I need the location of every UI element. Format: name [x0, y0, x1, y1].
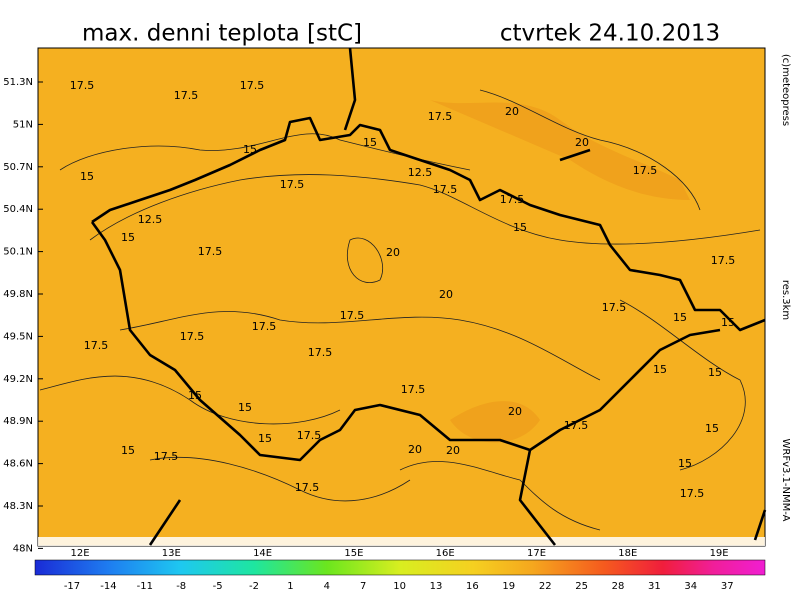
- lat-label: 48.6N: [3, 459, 33, 470]
- contour-label: 17.5: [633, 164, 658, 177]
- lat-label: 49.5N: [3, 331, 33, 342]
- lat-label: 48N: [13, 543, 33, 554]
- map-edge: [38, 537, 765, 546]
- colorbar-label: 37: [721, 581, 734, 592]
- lat-label: 51.3N: [3, 77, 33, 88]
- resolution: res.3km: [780, 280, 791, 320]
- contour-label: 17.5: [70, 79, 95, 92]
- contour-label: 15: [188, 389, 202, 402]
- colorbar-label: 13: [430, 581, 443, 592]
- colorbar-label: 19: [502, 581, 515, 592]
- copyright: (c)meteopress: [780, 54, 791, 126]
- contours: [39, 89, 761, 531]
- contour-label: 15: [653, 363, 667, 376]
- contour-label: 17.5: [711, 254, 736, 267]
- contour-label: 17.5: [308, 346, 333, 359]
- lat-label: 51N: [13, 119, 33, 130]
- contour-label: 17.5: [428, 110, 453, 123]
- map-date: ctvrtek 24.10.2013: [500, 21, 720, 47]
- colorbar-label: -2: [249, 581, 259, 592]
- contour-label: 17.5: [240, 79, 265, 92]
- colorbar-label: 1: [287, 581, 293, 592]
- colorbar-label: 34: [684, 581, 697, 592]
- contour-label: 17.5: [680, 487, 705, 500]
- contour-label: 17.5: [297, 429, 322, 442]
- contour-label: 15: [513, 221, 527, 234]
- contour-label: 17.5: [433, 183, 458, 196]
- warm-zone: [430, 100, 690, 200]
- colorbar-label: -11: [137, 581, 153, 592]
- map-title: max. denni teplota [stC]: [82, 21, 362, 47]
- colorbar-label: 31: [648, 581, 661, 592]
- lat-label: 48.3N: [3, 501, 33, 512]
- colorbar-label: 25: [575, 581, 588, 592]
- contour-label: 17.5: [84, 339, 109, 352]
- contour-label: 15: [80, 170, 94, 183]
- contour-label: 20: [386, 246, 400, 259]
- contour-label: 12.5: [408, 166, 433, 179]
- lon-label: 17E: [527, 548, 546, 559]
- map-area: [37, 47, 766, 547]
- lat-label: 50.1N: [3, 247, 33, 258]
- contour-label: 15: [243, 143, 257, 156]
- colorbar-label: 4: [324, 581, 330, 592]
- contour-label: 15: [705, 422, 719, 435]
- contour-label: 20: [439, 288, 453, 301]
- contour-label: 20: [508, 405, 522, 418]
- contour-label: 15: [238, 401, 252, 414]
- contour-label: 20: [446, 444, 460, 457]
- contour-label: 20: [505, 105, 519, 118]
- colorbar-label: 28: [612, 581, 625, 592]
- contour-label: 17.5: [174, 89, 199, 102]
- contour-label: 12.5: [138, 213, 163, 226]
- lat-label: 50.7N: [3, 162, 33, 173]
- contour-label: 17.5: [295, 481, 320, 494]
- lon-label: 13E: [162, 548, 181, 559]
- lon-label: 14E: [253, 548, 272, 559]
- warm-zone: [450, 401, 540, 443]
- contour-label: 15: [708, 366, 722, 379]
- contour-label: 17.5: [602, 301, 627, 314]
- model-name: WRFv3.1-NMM-A: [780, 439, 791, 522]
- lon-label: 16E: [436, 548, 455, 559]
- colorbar-label: 7: [360, 581, 366, 592]
- colorbar-label: 10: [393, 581, 406, 592]
- contour-label: 17.5: [500, 193, 525, 206]
- lon-label: 19E: [710, 548, 729, 559]
- contour-label: 17.5: [252, 320, 277, 333]
- contour-label: 15: [121, 231, 135, 244]
- contour-label: 17.5: [340, 309, 365, 322]
- contour-label: 17.5: [401, 383, 426, 396]
- colorbar: [34, 559, 766, 576]
- colorbar-label: 22: [539, 581, 552, 592]
- colorbar-label: -17: [64, 581, 80, 592]
- contour-label: 15: [121, 444, 135, 457]
- lat-label: 49.8N: [3, 289, 33, 300]
- contour-label: 15: [258, 432, 272, 445]
- contour-label: 20: [408, 443, 422, 456]
- colorbar-label: -8: [176, 581, 186, 592]
- contour-label: 17.5: [280, 178, 305, 191]
- lat-label: 50.4N: [3, 204, 33, 215]
- lat-label: 49.2N: [3, 374, 33, 385]
- contour-label: 17.5: [198, 245, 223, 258]
- colorbar-label: -14: [100, 581, 116, 592]
- contour-label: 20: [575, 136, 589, 149]
- lat-label: 48.9N: [3, 416, 33, 427]
- colorbar-label: 16: [466, 581, 479, 592]
- contour-label: 17.5: [154, 450, 179, 463]
- contour-label: 17.5: [180, 330, 205, 343]
- contour-label: 15: [721, 316, 735, 329]
- contour-label: 15: [673, 311, 687, 324]
- contour-label: 15: [363, 136, 377, 149]
- border: [90, 47, 767, 546]
- lon-label: 18E: [618, 548, 637, 559]
- contour-label: 15: [678, 457, 692, 470]
- colorbar-label: -5: [213, 581, 223, 592]
- lon-label: 15E: [344, 548, 363, 559]
- contour-label: 17.5: [564, 419, 589, 432]
- lon-label: 12E: [70, 548, 89, 559]
